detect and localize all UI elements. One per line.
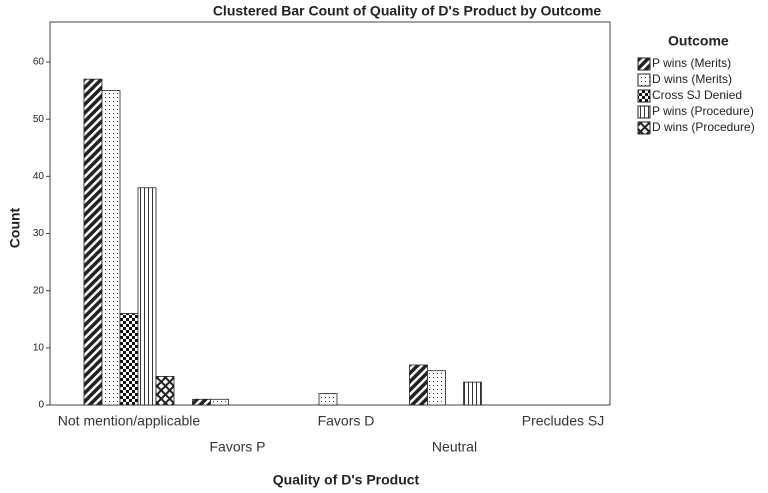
- bar: [119, 313, 139, 406]
- x-tick-label: Neutral: [432, 439, 477, 455]
- y-tick-label: 30: [33, 228, 45, 239]
- bar: [101, 90, 121, 406]
- y-tick-label: 60: [33, 57, 45, 68]
- legend-swatch: [637, 57, 651, 71]
- x-tick-label: Not mention/applicable: [58, 413, 201, 429]
- bar: [409, 364, 428, 406]
- legend-swatch: [637, 89, 651, 103]
- y-tick-label: 0: [38, 400, 44, 411]
- bar: [318, 393, 338, 406]
- legend-swatch: [637, 105, 651, 119]
- legend-label: D wins (Merits): [652, 72, 732, 86]
- legend-label: P wins (Merits): [652, 56, 731, 70]
- legend-label: D wins (Procedure): [652, 120, 755, 134]
- y-tick-label: 10: [33, 342, 45, 353]
- legend-swatch: [637, 73, 651, 87]
- bar: [83, 78, 103, 406]
- legend-title: Outcome: [668, 33, 729, 49]
- x-axis-label: Quality of D's Product: [273, 472, 420, 488]
- bar: [427, 370, 446, 406]
- legend-label: P wins (Procedure): [652, 104, 754, 118]
- chart-title: Clustered Bar Count of Quality of D's Pr…: [213, 3, 602, 19]
- x-tick-label: Favors P: [209, 439, 265, 455]
- bar: [463, 381, 482, 406]
- bar: [192, 398, 211, 406]
- y-tick-label: 50: [33, 114, 45, 125]
- legend-label: Cross SJ Denied: [652, 88, 742, 102]
- y-tick-label: 20: [33, 285, 45, 296]
- x-tick-label: Favors D: [318, 413, 375, 429]
- bar: [210, 398, 229, 406]
- bar: [137, 187, 157, 406]
- y-axis-label: Count: [7, 207, 23, 248]
- x-tick-label: Precludes SJ: [522, 413, 604, 429]
- bar: [155, 376, 175, 406]
- y-tick-label: 40: [33, 171, 45, 182]
- legend-swatch: [637, 121, 651, 135]
